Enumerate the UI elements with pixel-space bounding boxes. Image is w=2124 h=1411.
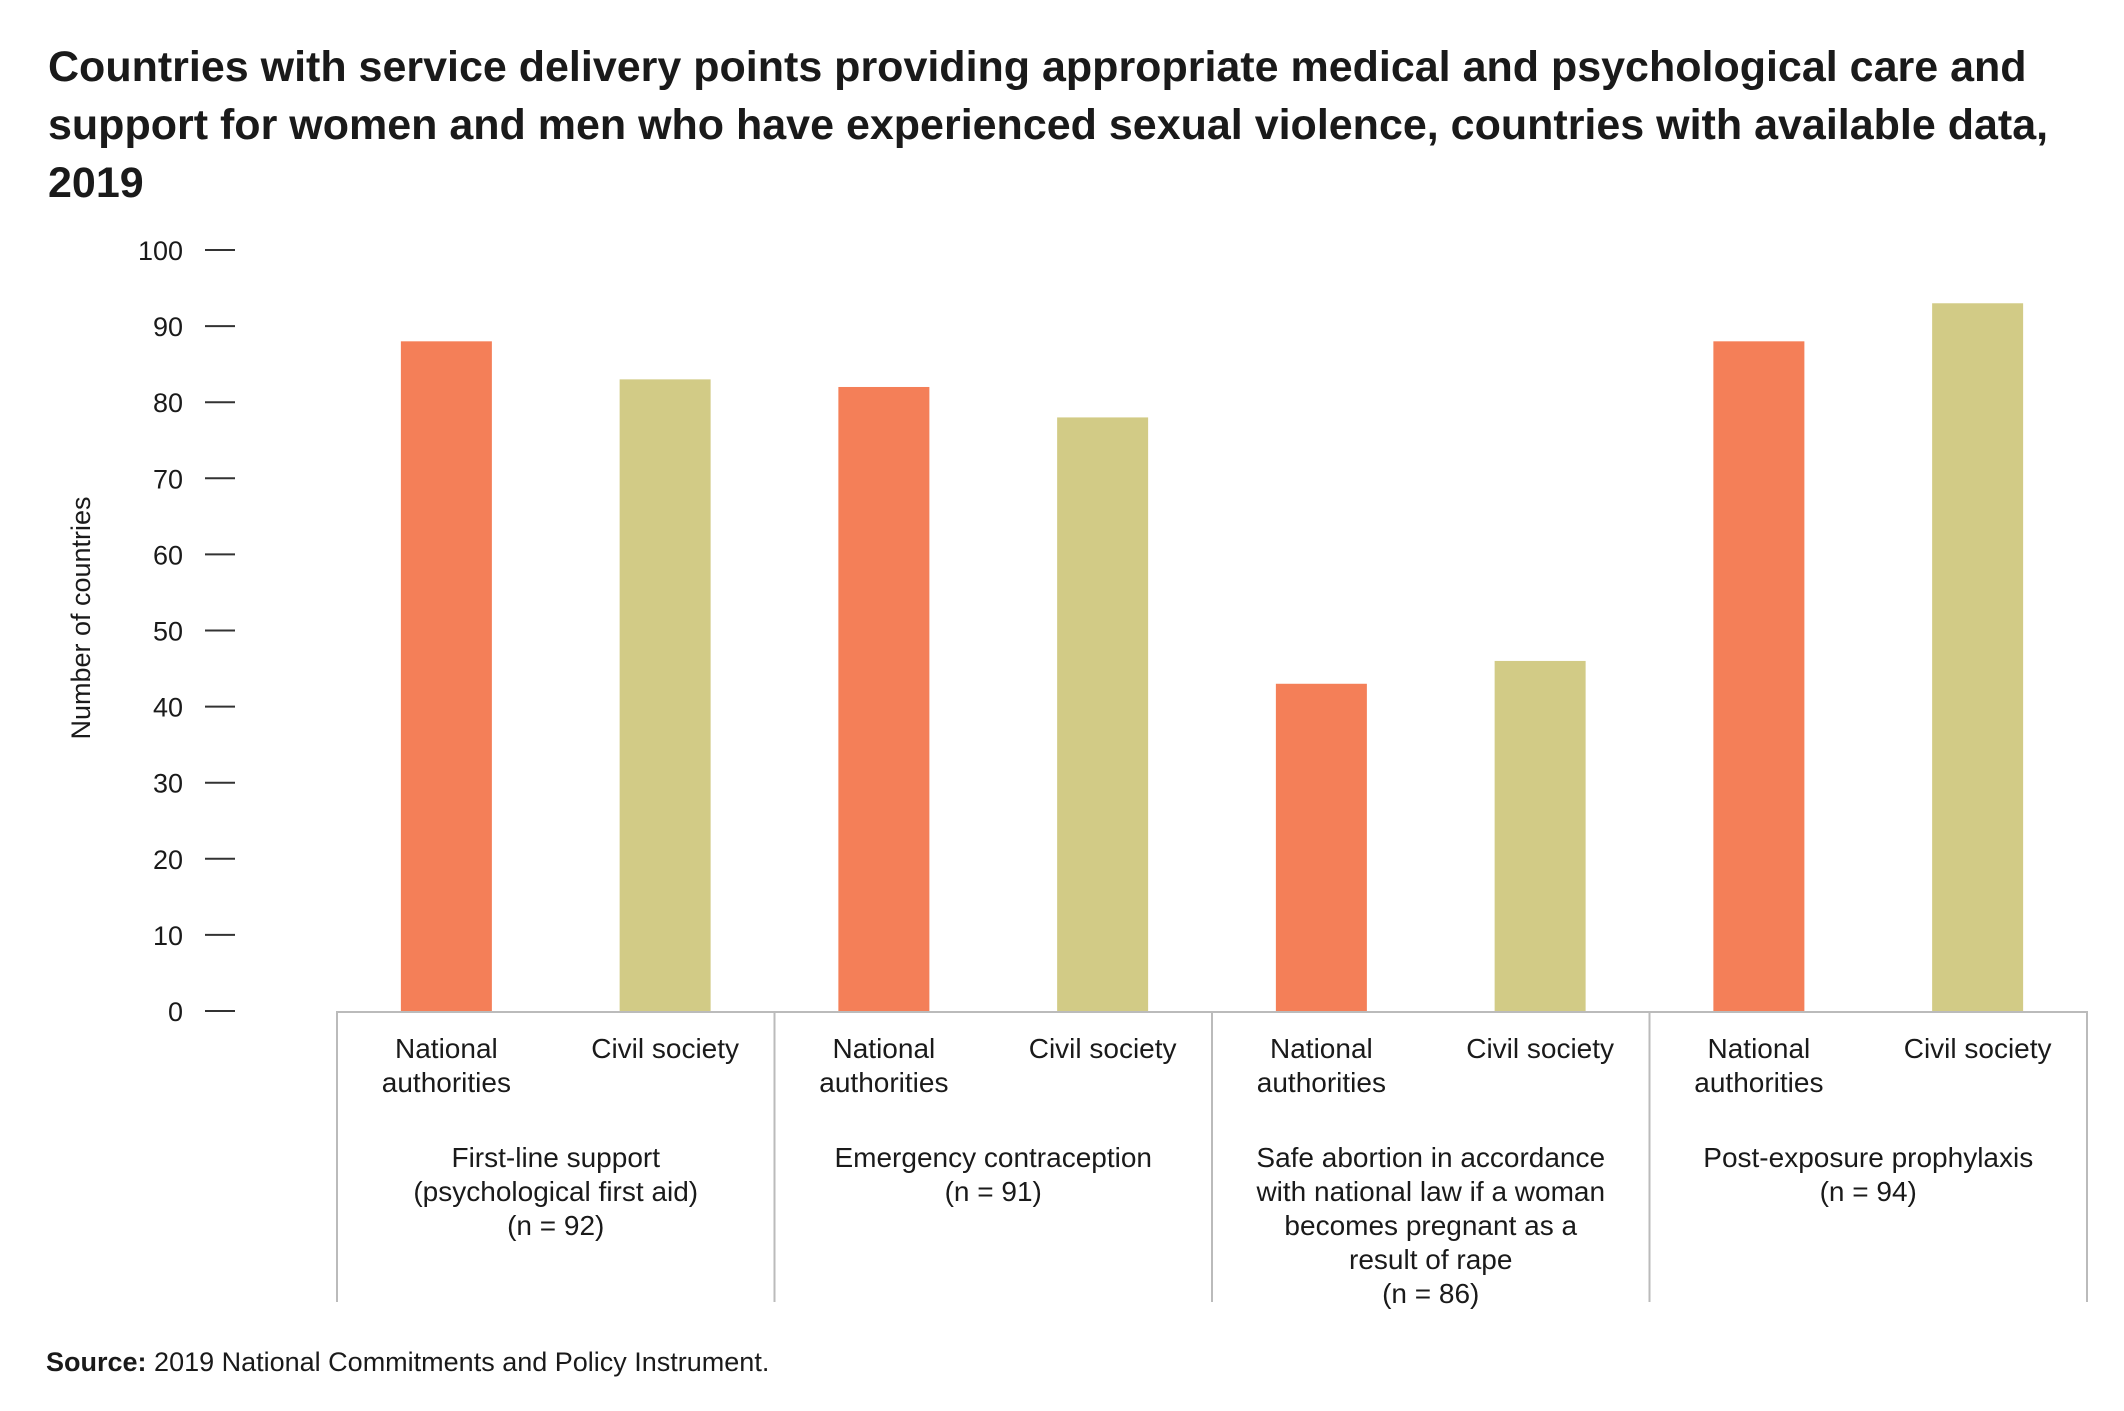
- y-tick-label: 60: [153, 540, 183, 570]
- group-label: result of rape: [1349, 1244, 1512, 1275]
- bar-category-label: National: [1708, 1033, 1811, 1064]
- bar-national: [1275, 683, 1367, 1011]
- y-tick-label: 30: [153, 769, 183, 799]
- group-label: First-line support: [451, 1142, 660, 1173]
- bar-civil: [619, 379, 711, 1011]
- y-tick-label: 70: [153, 464, 183, 494]
- y-tick-label: 0: [168, 997, 183, 1027]
- bar-category-label: National: [833, 1033, 936, 1064]
- bar-national: [838, 386, 930, 1012]
- bar-civil: [1932, 303, 2024, 1011]
- bar-category-label: Civil society: [1904, 1033, 2052, 1064]
- source-text: 2019 National Commitments and Policy Ins…: [154, 1347, 770, 1377]
- group-label: (psychological first aid): [413, 1176, 698, 1207]
- chart-title: Countries with service delivery points p…: [48, 43, 2049, 207]
- bar-national: [400, 341, 492, 1011]
- bar-category-label: National: [1270, 1033, 1373, 1064]
- y-tick-label: 40: [153, 693, 183, 723]
- y-tick-label: 50: [153, 617, 183, 647]
- bar-national: [1713, 341, 1805, 1011]
- y-tick-label: 10: [153, 921, 183, 951]
- bar-category-label: Civil society: [1466, 1033, 1614, 1064]
- bar-category-label: authorities: [382, 1067, 511, 1098]
- bar-category-label: Civil society: [1029, 1033, 1177, 1064]
- bar-category-label: authorities: [819, 1067, 948, 1098]
- group-label: Post-exposure prophylaxis: [1703, 1142, 2033, 1173]
- bar-category-label: authorities: [1257, 1067, 1386, 1098]
- group-label: Emergency contraception: [834, 1142, 1152, 1173]
- bar-civil: [1494, 660, 1586, 1011]
- group-label: Safe abortion in accordance: [1256, 1142, 1605, 1173]
- source-note: Source: 2019 National Commitments and Po…: [46, 1347, 769, 1378]
- y-axis-title: Number of countries: [66, 496, 96, 739]
- source-label: Source:: [46, 1347, 147, 1377]
- group-label: (n = 86): [1382, 1278, 1479, 1309]
- y-tick-label: 20: [153, 845, 183, 875]
- group-label: (n = 92): [507, 1210, 604, 1241]
- group-label: becomes pregnant as a: [1284, 1210, 1577, 1241]
- bar-category-label: authorities: [1694, 1067, 1823, 1098]
- bar-civil: [1057, 417, 1149, 1011]
- y-tick-label: 100: [138, 236, 183, 266]
- group-label: (n = 91): [945, 1176, 1042, 1207]
- group-label: with national law if a woman: [1255, 1176, 1605, 1207]
- bar-category-label: Civil society: [591, 1033, 739, 1064]
- bar-category-label: National: [395, 1033, 498, 1064]
- group-label: (n = 94): [1820, 1176, 1917, 1207]
- y-tick-label: 80: [153, 388, 183, 418]
- y-tick-label: 90: [153, 312, 183, 342]
